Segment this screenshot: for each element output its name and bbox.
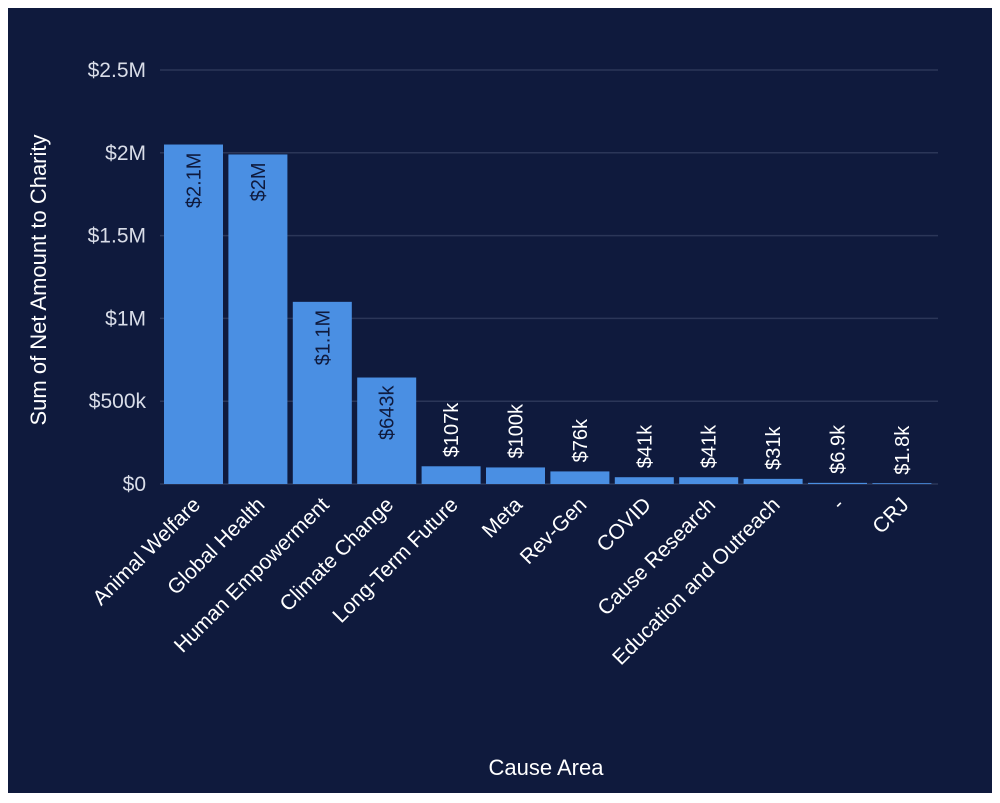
y-axis-ticks: $0 $500k $1M $1.5M $2M $2.5M bbox=[88, 59, 147, 496]
x-tick-label: Animal Welfare bbox=[88, 493, 205, 610]
y-axis-title: Sum of Net Amount to Charity bbox=[26, 134, 51, 425]
data-label: $100k bbox=[506, 403, 528, 458]
x-tick-label: COVID bbox=[593, 493, 656, 556]
y-tick-label: $1M bbox=[105, 307, 146, 330]
data-label: $107k bbox=[441, 402, 463, 457]
y-tick-label: $2.5M bbox=[88, 59, 146, 82]
data-label: $41k bbox=[634, 424, 656, 468]
y-tick-label: $0 bbox=[123, 473, 146, 496]
gridlines bbox=[160, 69, 938, 485]
data-labels: $2.1M $2M $1.1M $643k $107k $100k $76k $41k $41k… bbox=[184, 153, 914, 475]
x-tick-label: CRJ bbox=[868, 493, 913, 538]
bar[interactable] bbox=[292, 301, 352, 484]
bar[interactable] bbox=[357, 377, 417, 484]
data-label: $2M bbox=[248, 162, 270, 201]
bar[interactable] bbox=[614, 477, 674, 484]
x-tick-label: - bbox=[828, 493, 849, 514]
bar[interactable] bbox=[550, 471, 610, 484]
bar[interactable] bbox=[808, 482, 867, 484]
data-label: $2.1M bbox=[184, 153, 206, 209]
bar[interactable] bbox=[679, 477, 739, 484]
data-label: $31k bbox=[763, 425, 785, 469]
x-tick-label: Rev-Gen bbox=[516, 493, 592, 569]
x-tick-label: Meta bbox=[478, 493, 528, 543]
bar[interactable] bbox=[486, 467, 545, 484]
bar[interactable] bbox=[743, 478, 803, 484]
data-label: $643k bbox=[377, 385, 399, 440]
data-label: $1.1M bbox=[312, 310, 334, 366]
data-label: $6.9k bbox=[828, 424, 850, 474]
x-axis-title: Cause Area bbox=[489, 755, 605, 780]
x-tick-label: Cause Research bbox=[593, 493, 720, 620]
bar[interactable] bbox=[872, 483, 932, 484]
data-label: $41k bbox=[699, 424, 721, 468]
data-label: $1.8k bbox=[892, 425, 914, 475]
y-tick-label: $1.5M bbox=[88, 225, 146, 248]
y-tick-label: $2M bbox=[105, 142, 146, 165]
data-label: $76k bbox=[570, 418, 592, 462]
y-tick-label: $500k bbox=[89, 390, 147, 413]
bar[interactable] bbox=[421, 466, 481, 484]
x-tick-label: Climate Change bbox=[275, 493, 398, 616]
bars bbox=[164, 144, 932, 484]
bar[interactable] bbox=[228, 154, 288, 484]
x-tick-label: Long-Term Future bbox=[328, 493, 462, 627]
bar[interactable] bbox=[164, 144, 223, 484]
